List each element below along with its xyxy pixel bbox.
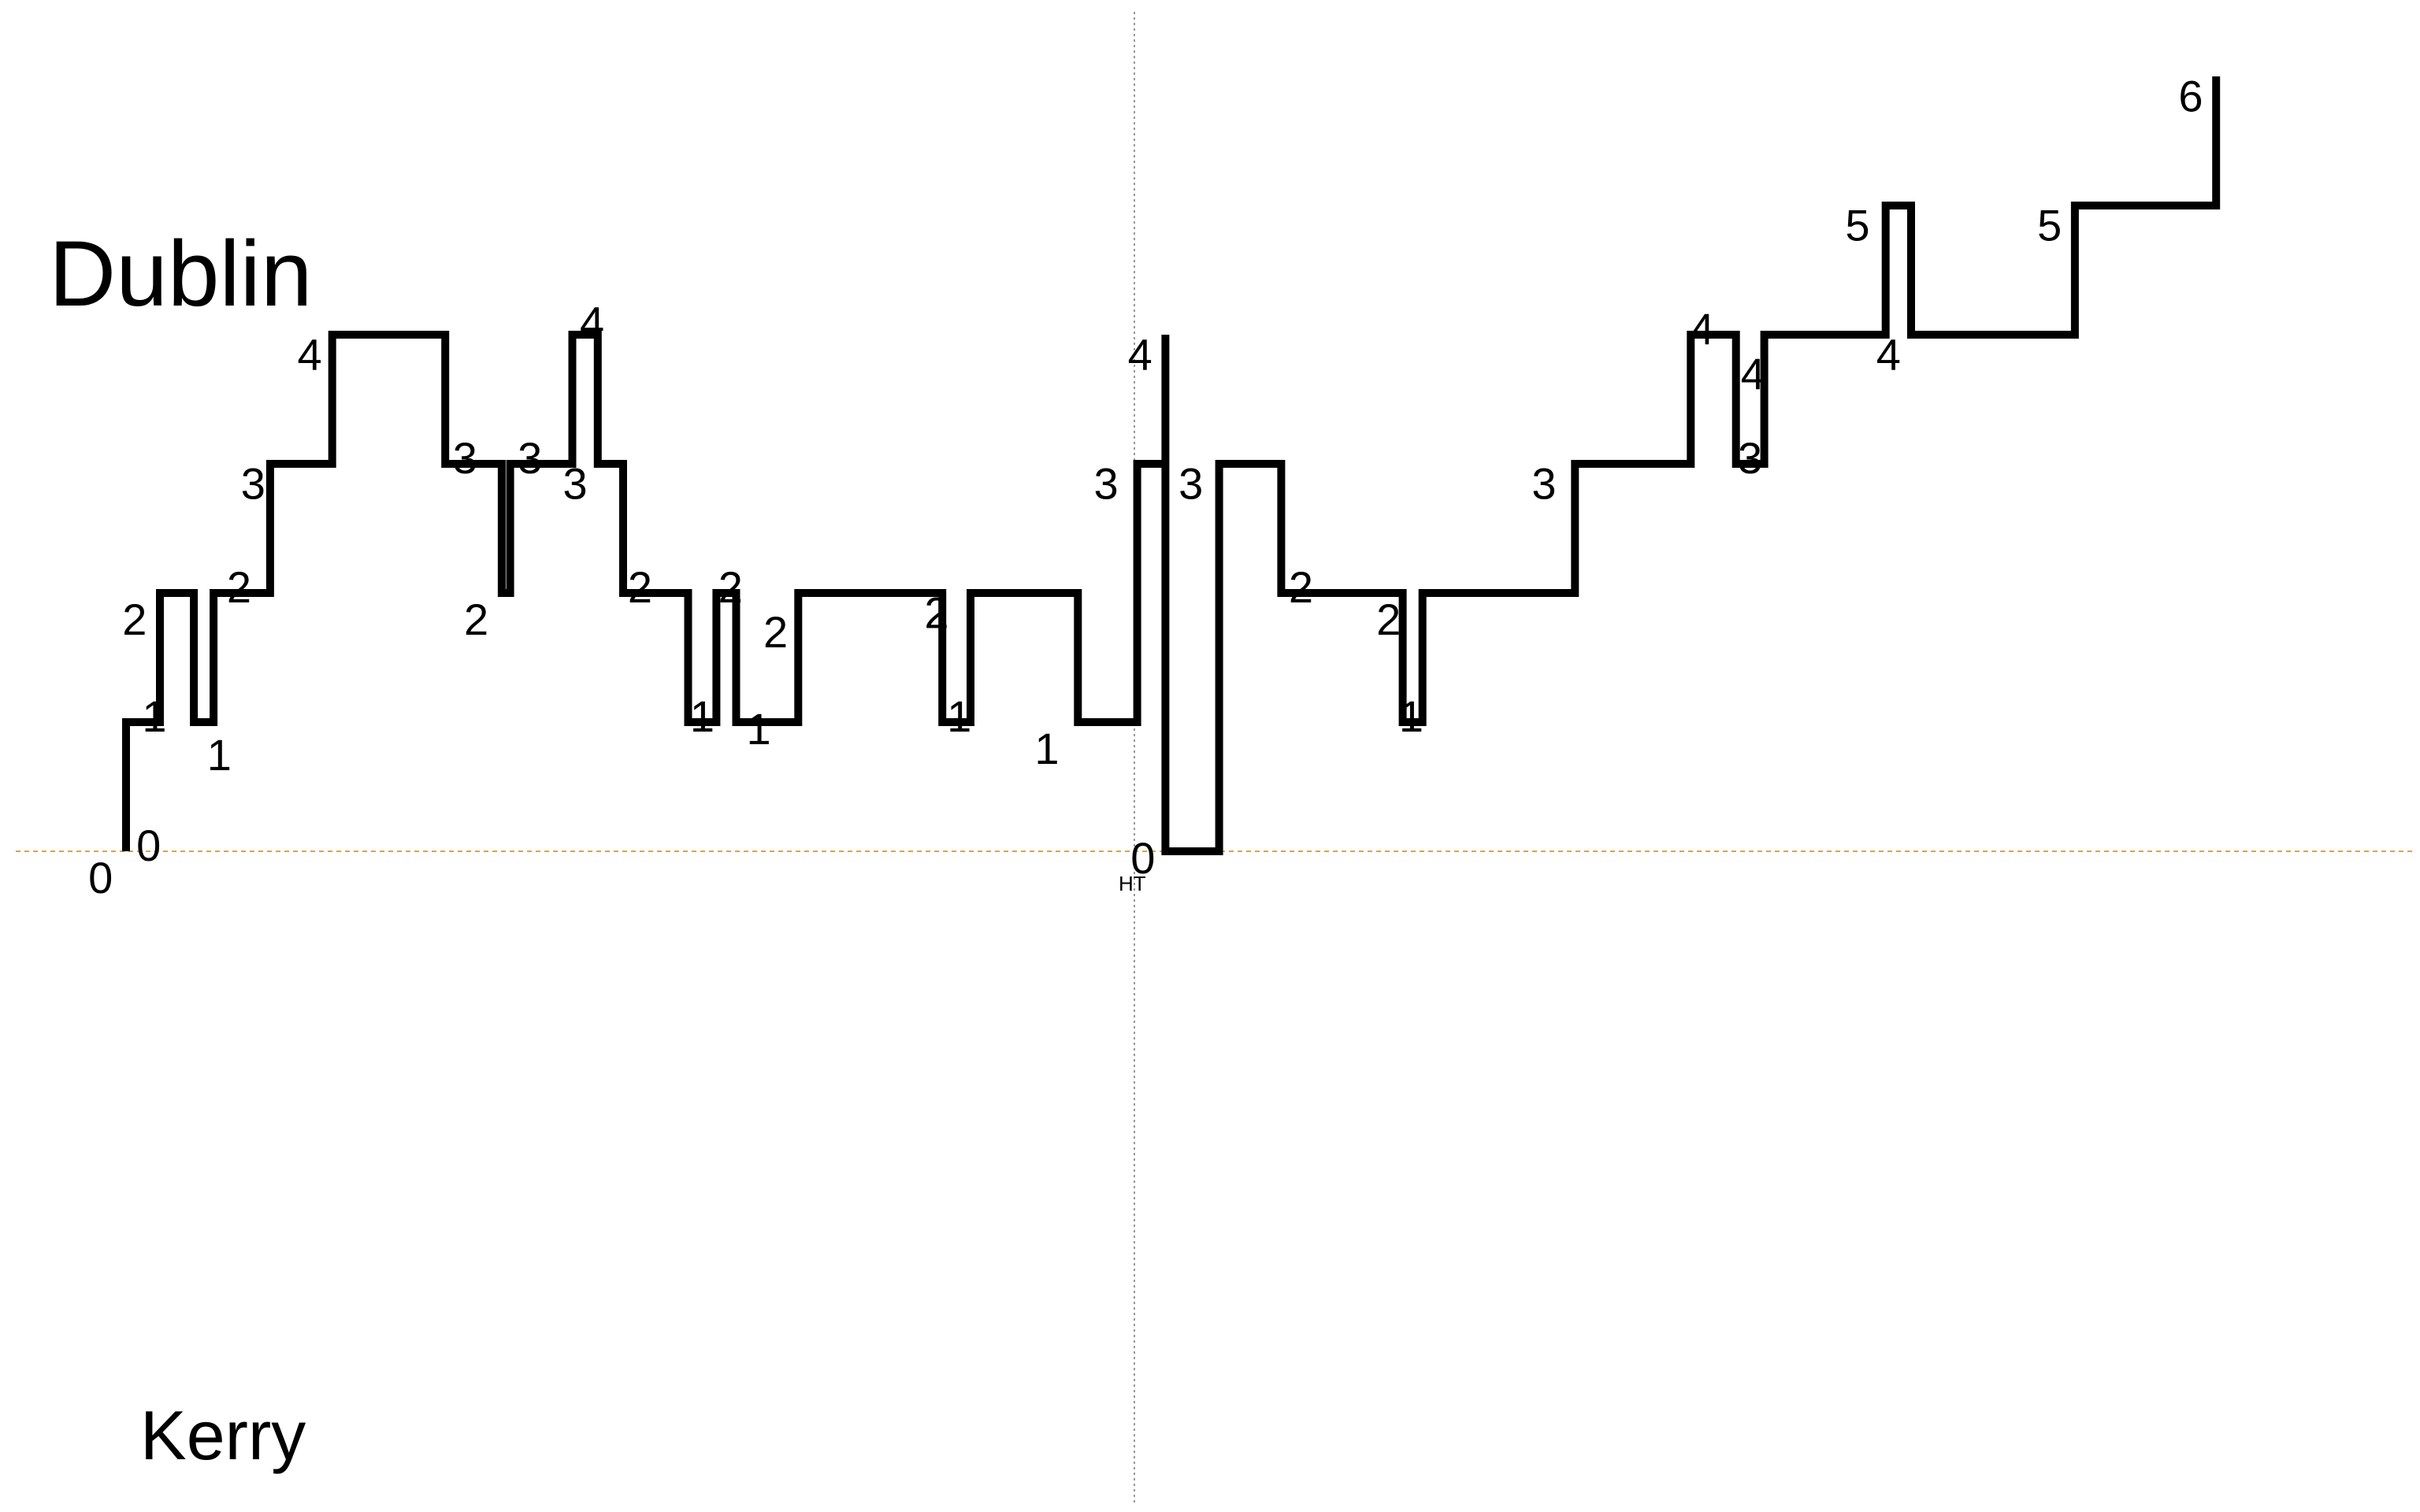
score-label: 5 [2037,201,2062,250]
score-label: 3 [241,459,265,509]
score-label: 2 [718,562,743,612]
score-label: 2 [464,595,488,644]
team-top-label: Dublin [49,220,313,328]
score-label: 6 [2178,72,2203,121]
score-label: 1 [207,730,232,780]
score-label: 2 [924,588,948,638]
score-label: 1 [747,704,771,754]
score-label: 3 [518,433,542,483]
score-label: 2 [1376,595,1401,644]
score-label: 2 [227,562,251,612]
score-label: 1 [1399,691,1423,741]
halftime-label: HT [1119,872,1146,895]
score-label: 3 [453,433,477,483]
score-label: 5 [1845,201,1869,250]
score-label: 4 [298,330,322,380]
score-label: 1 [690,691,714,741]
margin-step-line [126,76,2216,851]
score-label: 3 [1094,459,1119,509]
score-label: 2 [1289,562,1313,612]
score-label: 3 [563,459,588,509]
team-bottom-label: Kerry [140,1395,306,1476]
score-label: 3 [1178,459,1203,509]
score-label: 2 [628,562,652,612]
score-label: 4 [1741,349,1765,398]
score-label: 0 [136,821,161,870]
score-label: 1 [947,691,971,741]
score-label: 4 [1128,330,1152,380]
score-label: 1 [142,691,166,741]
score-label: 2 [122,595,147,644]
score-label: 4 [580,298,604,347]
score-label: 1 [1034,724,1059,773]
score-label: 0 [88,853,113,902]
score-label: 4 [1876,330,1901,380]
score-label: 3 [1738,433,1762,483]
score-label: 2 [763,607,788,657]
score-label: 3 [1531,459,1556,509]
score-label: 4 [1690,304,1714,354]
